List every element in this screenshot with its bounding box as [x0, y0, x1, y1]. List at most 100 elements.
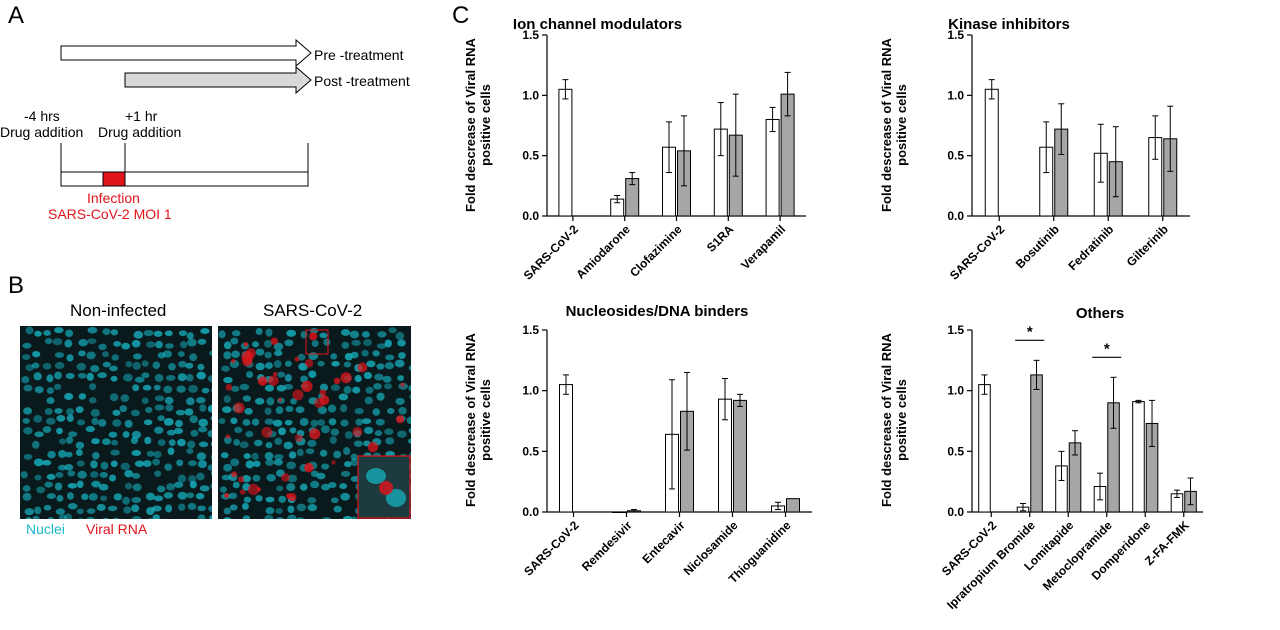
nucleus	[131, 516, 142, 519]
nucleus	[76, 460, 85, 467]
chart-2: 0.0 0.5 1.0 1.5 SARS-CoV-2 Bosutinib Fedratini…	[947, 28, 1190, 283]
nucleus	[307, 439, 317, 448]
nucleus	[273, 458, 283, 466]
nucleus	[67, 482, 78, 489]
nucleus	[200, 328, 210, 335]
viral-rna-spot	[333, 377, 341, 385]
nucleus	[113, 493, 122, 501]
nucleus	[210, 416, 212, 421]
nucleus	[65, 373, 75, 379]
nucleus	[210, 441, 212, 447]
viral-rna-spot	[367, 441, 379, 453]
nucleus	[353, 440, 363, 447]
nucleus	[287, 514, 297, 519]
nucleus	[355, 418, 363, 426]
viral-rna-spot	[400, 382, 406, 388]
nucleus	[130, 409, 140, 417]
nucleus	[110, 329, 119, 336]
nucleus	[67, 470, 76, 477]
viral-rna-spot	[225, 434, 231, 439]
nucleus	[46, 473, 56, 480]
nucleus	[75, 441, 85, 450]
nucleus	[100, 461, 109, 470]
nucleus	[284, 374, 292, 382]
nucleus	[89, 383, 97, 391]
noninfected-title: Non-infected	[70, 301, 167, 320]
nucleus	[54, 327, 64, 334]
viral-rna-spot	[396, 415, 405, 424]
nucleus	[134, 460, 145, 467]
nucleus	[255, 348, 265, 356]
nucleus	[34, 386, 44, 394]
nucleus	[188, 384, 198, 393]
nucleus	[287, 474, 298, 483]
nucleus	[68, 431, 78, 437]
viral-rna-spot	[309, 428, 321, 440]
nucleus	[133, 330, 144, 339]
nucleus	[33, 458, 44, 467]
nucleus	[56, 427, 63, 435]
nucleus	[186, 492, 195, 499]
nucleus	[131, 504, 140, 513]
panel-letter-c: C	[452, 2, 470, 29]
nucleus	[223, 376, 233, 384]
nucleus	[296, 503, 307, 512]
nucleus	[58, 450, 67, 458]
nucleus	[340, 470, 351, 477]
nucleus	[197, 363, 205, 371]
nucleus	[34, 506, 42, 515]
nucleus	[44, 338, 53, 345]
nucleus	[163, 417, 174, 426]
nucleus	[199, 404, 207, 412]
nucleus	[163, 385, 173, 394]
nucleus	[22, 342, 32, 349]
nucleus	[65, 436, 74, 444]
nucleus	[151, 505, 162, 512]
nucleus	[197, 514, 206, 519]
y-tick-label: 0.0	[522, 505, 539, 519]
infection-window	[102, 171, 126, 187]
nucleus	[47, 516, 54, 519]
chart2-title: Kinase inhibitors	[948, 16, 1070, 33]
nucleus	[264, 514, 274, 519]
y-tick-label: 1.5	[947, 28, 964, 42]
nucleus	[98, 419, 107, 427]
nucleus	[86, 508, 96, 514]
nucleus	[288, 451, 297, 459]
nucleus	[354, 407, 364, 415]
nucleus	[167, 447, 175, 456]
viral-rna-spot	[233, 402, 245, 414]
nucleus	[211, 470, 212, 476]
nucleus	[165, 404, 174, 412]
nucleus	[239, 441, 249, 449]
nucleus	[397, 375, 405, 382]
nucleus	[196, 472, 205, 481]
viral-rna-spot	[231, 358, 236, 364]
nucleus	[52, 338, 63, 346]
nucleus	[141, 360, 149, 367]
nucleus	[283, 383, 294, 390]
nucleus	[154, 426, 164, 434]
nucleus	[208, 505, 212, 513]
nucleus	[33, 372, 42, 381]
bar-pretreatment	[984, 88, 999, 217]
nucleus	[98, 483, 109, 491]
nucleus	[45, 417, 56, 425]
nucleus	[372, 350, 380, 357]
nucleus	[295, 406, 305, 414]
plus1-drug-label: Drug addition	[98, 124, 182, 140]
viral-rna-spot	[304, 462, 314, 473]
nucleus	[22, 485, 31, 492]
nucleus	[142, 384, 152, 391]
nucleus	[321, 483, 331, 491]
y-tick-label: 1.5	[522, 28, 539, 42]
nucleus	[350, 516, 358, 519]
chart1-title: Ion channel modulators	[512, 16, 683, 33]
nucleus	[344, 461, 352, 468]
nucleus	[102, 361, 112, 368]
nucleus	[75, 448, 83, 457]
nucleus	[343, 361, 352, 368]
nucleus	[275, 406, 284, 414]
viral-rna-spot	[294, 356, 300, 362]
nucleus	[220, 486, 227, 493]
